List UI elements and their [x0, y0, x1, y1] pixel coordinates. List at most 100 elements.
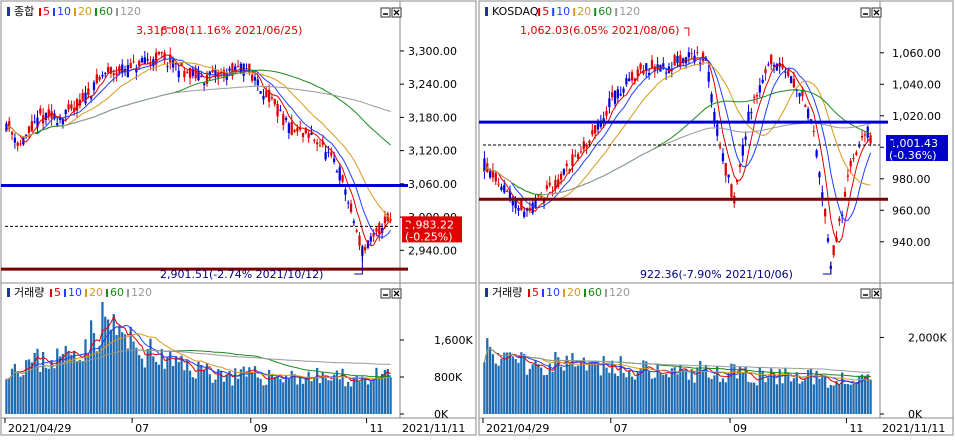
candle-body — [599, 120, 602, 127]
candle-body — [366, 240, 370, 248]
legend-marker — [7, 7, 10, 16]
candle-body — [554, 179, 557, 190]
candle-body — [747, 111, 750, 121]
volume-bar — [696, 367, 699, 414]
candle-body — [665, 72, 668, 74]
volume-bar — [27, 359, 31, 414]
current-price-value: 1,001.43 — [889, 137, 938, 150]
volume-bar — [287, 378, 291, 414]
legend-swatch — [605, 289, 607, 297]
volume-ma-line-120 — [483, 348, 871, 373]
volume-bar — [650, 378, 654, 414]
volume-bar — [245, 376, 248, 414]
candle-body — [287, 123, 291, 133]
candle-body — [352, 221, 355, 224]
xtick-label: 07 — [135, 422, 149, 435]
volume-bar — [860, 374, 864, 414]
volume-bar — [503, 352, 506, 414]
window-minimize-button[interactable] — [860, 7, 871, 18]
volume-bar — [699, 360, 702, 414]
volume-bar — [684, 368, 688, 414]
volume-bar — [13, 363, 17, 414]
candle-body — [101, 74, 104, 77]
candle-body — [27, 126, 31, 133]
volume-bar — [90, 320, 93, 414]
candle-body — [662, 63, 665, 67]
candle-body — [341, 175, 344, 182]
candle-body — [375, 228, 378, 232]
candle-body — [104, 72, 107, 74]
volume-bar — [364, 377, 367, 414]
candle-body — [713, 111, 716, 122]
volume-bar — [642, 360, 645, 414]
volume-bar — [676, 374, 679, 414]
candle-body — [730, 184, 733, 198]
candle-body — [545, 185, 549, 189]
window-minimize-button[interactable] — [860, 288, 871, 299]
legend-label-KOSDAQ: KOSDAQ — [492, 5, 539, 18]
current-price-change: (-0.25%) — [405, 230, 453, 243]
candle-body — [616, 89, 620, 99]
candle-body — [378, 223, 381, 235]
candle-body — [514, 198, 517, 209]
candle-body — [710, 94, 713, 103]
low-annotation-leader — [354, 246, 363, 275]
volume-bar — [344, 386, 347, 414]
volume-bar — [690, 369, 693, 414]
volume-ma-line-20 — [6, 333, 391, 380]
window-minimize-button[interactable] — [380, 7, 391, 18]
volume-bar — [565, 355, 568, 414]
window-minimize-button[interactable] — [380, 288, 391, 299]
volume-bar — [42, 351, 45, 414]
candle-body — [126, 65, 130, 78]
volume-bar — [228, 371, 231, 414]
volume-bar — [177, 362, 180, 414]
candle-body — [81, 92, 84, 100]
candle-body — [372, 232, 375, 237]
candle-body — [324, 152, 327, 160]
legend-swatch — [50, 289, 52, 297]
candle-body — [505, 190, 509, 192]
candle-body — [157, 52, 161, 55]
candle-body — [656, 64, 659, 69]
candle-body — [19, 143, 22, 145]
candle-body — [222, 69, 226, 77]
candle-body — [562, 169, 566, 175]
volume-bar — [180, 355, 183, 414]
candle-body — [687, 52, 690, 58]
candle-body — [183, 70, 186, 78]
volume-bar — [256, 377, 259, 414]
candle-body — [112, 73, 115, 76]
legend-swatch — [39, 8, 41, 16]
volume-bar — [497, 365, 500, 414]
candle-body — [673, 55, 676, 66]
volume-bar — [531, 364, 534, 414]
volume-bar — [775, 384, 779, 414]
volume-bar — [321, 372, 324, 414]
volume-bar — [375, 367, 378, 414]
volume-bar — [647, 371, 651, 414]
volume-bar — [596, 362, 600, 414]
volume-bar — [174, 356, 178, 414]
candle-body — [753, 96, 756, 98]
volume-bar — [267, 369, 271, 414]
volume-bar — [251, 372, 254, 414]
candle-body — [772, 64, 776, 67]
volume-bar — [761, 370, 764, 414]
candle-body — [163, 52, 166, 61]
volume-bar — [361, 376, 364, 414]
candle-body — [13, 137, 17, 143]
candle-body — [838, 218, 841, 221]
candle-body — [622, 88, 625, 93]
volume-bar — [205, 362, 209, 414]
volume-bar — [366, 384, 370, 414]
close-icon — [873, 290, 880, 297]
volume-bar — [815, 370, 818, 414]
candle-body — [279, 109, 282, 111]
legend-label-5: 5 — [532, 286, 539, 299]
volume-bar — [585, 370, 588, 414]
volume-bar — [236, 378, 240, 414]
volume-bar — [659, 373, 662, 414]
volume-bar — [591, 363, 594, 414]
